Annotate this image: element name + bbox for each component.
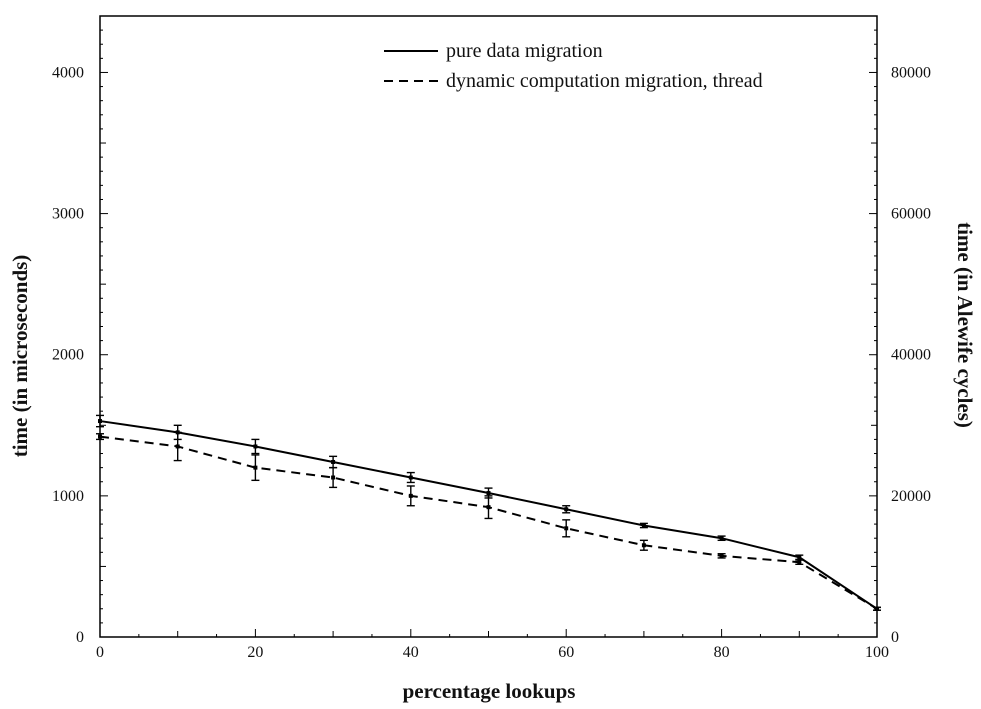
series-1 <box>96 431 881 611</box>
data-point <box>253 465 258 470</box>
x-axis-ticks: 0 20 40 60 80 100 <box>96 629 889 661</box>
axes <box>99 15 878 638</box>
data-point <box>98 419 102 424</box>
y2-tick-label: 40000 <box>891 347 931 364</box>
y2-tick-label: 80000 <box>891 64 931 81</box>
x-tick-label: 100 <box>865 644 889 661</box>
legend-entry-pure-data-migration: pure data migration <box>446 40 603 62</box>
data-point <box>641 523 646 528</box>
x-tick-label: 40 <box>403 644 419 661</box>
data-point <box>408 475 413 480</box>
y-tick-label: 3000 <box>52 206 84 223</box>
data-point <box>408 493 413 498</box>
y2-axis-title: time (in Alewife cycles) <box>953 222 977 428</box>
y-tick-label: 0 <box>76 629 84 646</box>
data-point <box>331 459 336 464</box>
series-line <box>99 435 878 610</box>
y-tick-label: 1000 <box>52 488 84 505</box>
y2-tick-label: 0 <box>891 629 899 646</box>
data-point <box>564 526 569 531</box>
data-point <box>486 491 491 496</box>
data-point <box>486 505 491 510</box>
data-point <box>253 444 258 449</box>
data-point <box>98 434 102 439</box>
data-point <box>875 606 879 611</box>
plot-frame <box>99 15 878 638</box>
y-axis-title: time (in microseconds) <box>8 255 32 458</box>
y2-axis-ticks: 0 20000 40000 60000 80000 <box>869 15 931 646</box>
legend: pure data migration dynamic computation … <box>384 40 763 92</box>
y-tick-label: 4000 <box>52 64 84 81</box>
y2-tick-label: 20000 <box>891 488 931 505</box>
y-tick-label: 2000 <box>52 347 84 364</box>
data-point <box>175 444 180 449</box>
data-point <box>719 536 724 541</box>
series-layer <box>96 414 881 611</box>
y2-tick-label: 60000 <box>891 206 931 223</box>
data-point <box>564 507 569 512</box>
y-axis-ticks: 0 1000 2000 3000 4000 <box>52 15 108 646</box>
data-point <box>719 553 724 558</box>
x-tick-label: 80 <box>714 644 730 661</box>
data-point <box>797 560 802 565</box>
x-tick-label: 20 <box>247 644 263 661</box>
x-axis-title: percentage lookups <box>403 679 576 703</box>
x-tick-label: 0 <box>96 644 104 661</box>
data-point <box>641 543 646 548</box>
legend-entry-dynamic-computation-migration: dynamic computation migration, thread <box>446 70 763 92</box>
x-tick-label: 60 <box>558 644 574 661</box>
data-point <box>797 555 802 560</box>
data-point <box>331 475 336 480</box>
